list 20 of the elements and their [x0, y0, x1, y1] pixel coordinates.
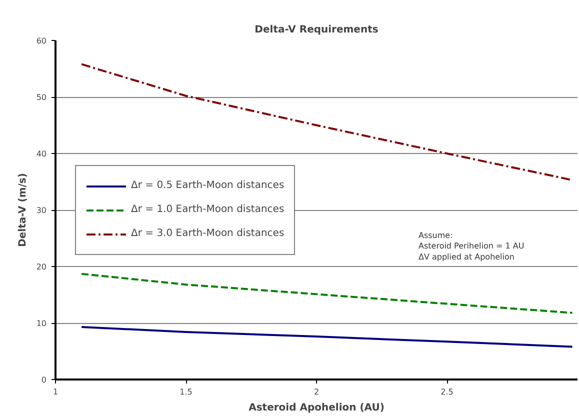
legend-label: Δr = 1.0 Earth-Moon distances: [131, 204, 284, 215]
y-tick-label: 50: [36, 93, 47, 102]
line-series: [80, 326, 574, 348]
y-tick-label: 10: [36, 319, 47, 328]
y-tick-label: 40: [36, 150, 47, 158]
legend-label: Δr = 3.0 Earth-Moon distances: [131, 228, 284, 239]
x-tick-label: 1.5: [180, 388, 192, 396]
y-tick-label: 0: [41, 376, 47, 384]
y-tick-label: 30: [36, 206, 47, 215]
x-tick-label: 2: [314, 388, 320, 396]
chart-title: Delta-V Requirements: [254, 24, 378, 36]
x-tick-label: 1: [52, 388, 58, 396]
x-axis-title: Asteroid Apohelion (AU): [248, 402, 384, 414]
y-tick-label: 60: [36, 36, 47, 46]
line-series: [80, 272, 574, 314]
x-tick-label: 2.5: [440, 388, 454, 396]
legend-label: Δr = 0.5 Earth-Moon distances: [131, 180, 284, 191]
y-axis-title: Delta-V (m/s): [17, 173, 28, 247]
y-tick-label: 20: [36, 262, 47, 272]
annotation: Assume: Asteroid Perihelion = 1 AU ΔV applied at Apohelion: [418, 230, 524, 262]
